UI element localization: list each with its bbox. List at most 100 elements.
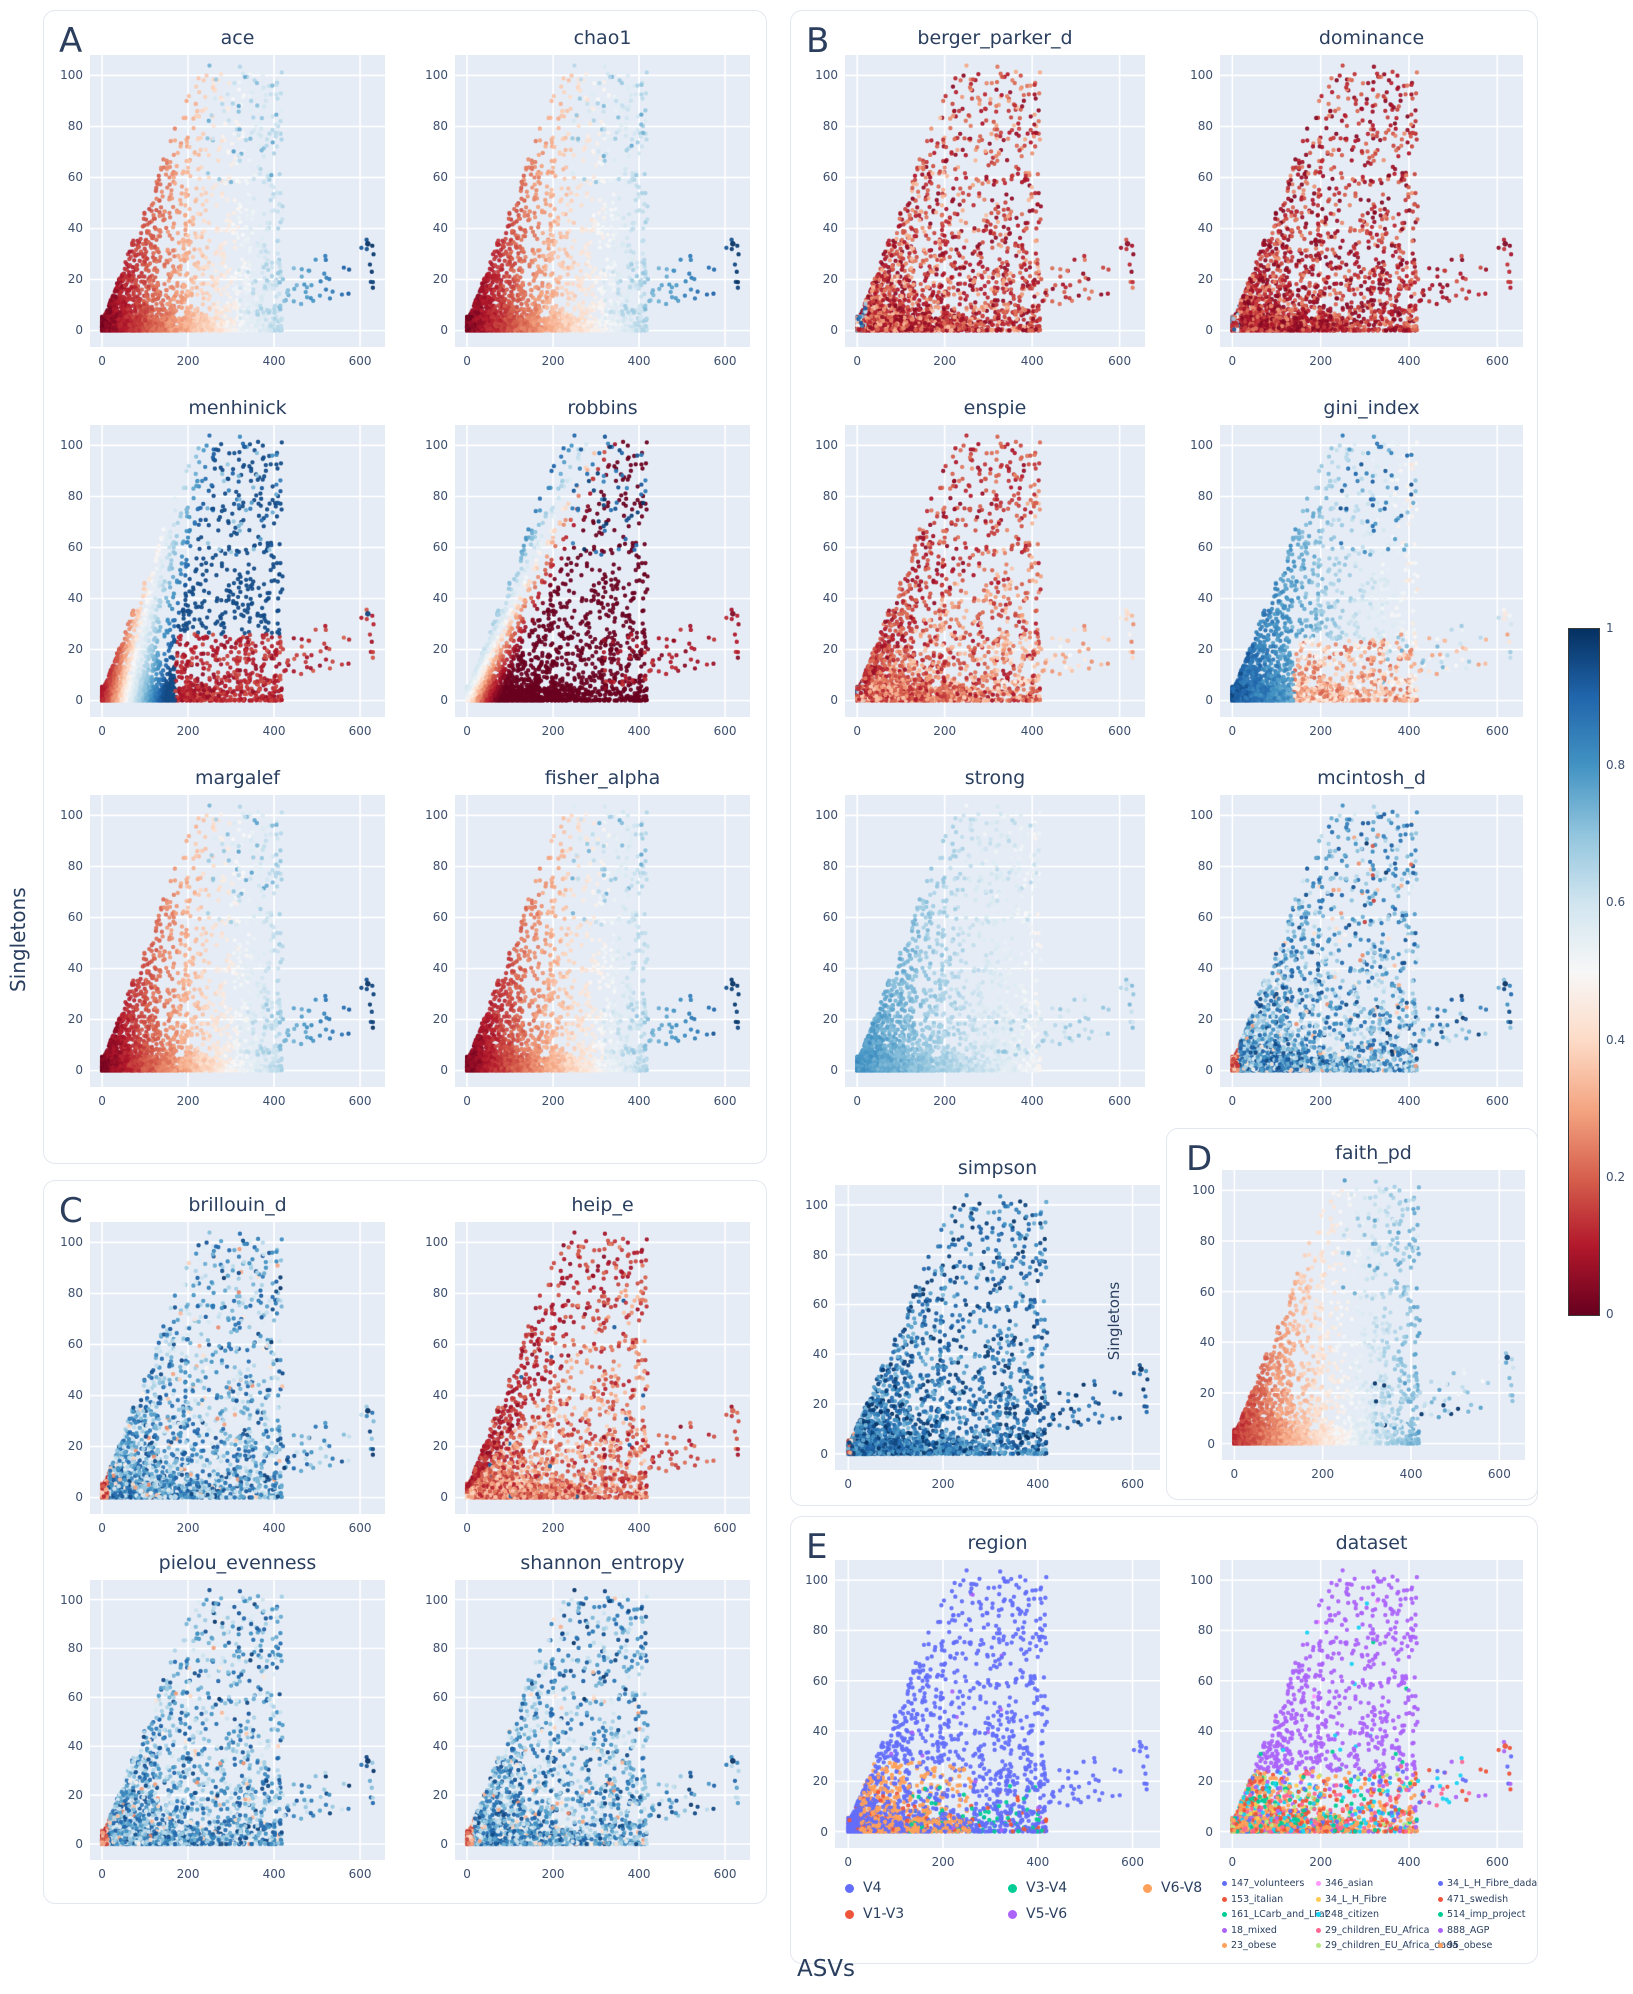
- axis-tick-y: 80: [432, 489, 448, 504]
- scatter-canvas-region: [835, 1560, 1160, 1848]
- axis-tick-y: 60: [432, 540, 448, 555]
- axis-tick-x: 600: [713, 354, 737, 368]
- plot-area-pielou_evenness: [90, 1580, 385, 1860]
- axis-tick-y: 20: [822, 1012, 838, 1027]
- axis-tick-y: 20: [812, 1397, 828, 1412]
- legend-swatch-icon: [1438, 1896, 1443, 1902]
- scatter-canvas-berger_parker_d: [845, 55, 1145, 347]
- legend-label: 34_L_H_Fibre_dada: [1447, 1878, 1538, 1889]
- axis-tick-y: 0: [1205, 1063, 1213, 1078]
- scatter-canvas-simpson: [835, 1185, 1160, 1470]
- axis-tick-y: 60: [812, 1297, 828, 1312]
- axis-tick-y: 40: [1197, 221, 1213, 236]
- axis-tick-x: 200: [1309, 724, 1333, 738]
- axis-tick-x: 400: [627, 1521, 651, 1535]
- axis-tick-x: 400: [262, 1867, 286, 1881]
- axis-tick-x: 600: [1485, 1855, 1509, 1869]
- axis-tick-y: 80: [432, 1641, 448, 1656]
- plot-area-mcintosh_d: [1220, 795, 1523, 1087]
- legend-label: 29_children_EU_Africa_dada: [1325, 1940, 1458, 1951]
- plot-area-heip_e: [455, 1222, 750, 1514]
- axis-tick-y: 40: [822, 591, 838, 606]
- plot-area-margalef: [90, 795, 385, 1087]
- axis-tick-x: 200: [176, 724, 200, 738]
- axis-tick-y: 100: [425, 1235, 448, 1250]
- axis-tick-y: 40: [432, 591, 448, 606]
- panel-letter-B: B: [806, 21, 830, 61]
- scatter-canvas-ace: [90, 55, 385, 347]
- plot-title-simpson: simpson: [957, 1157, 1038, 1179]
- axis-tick-y: 60: [67, 1690, 83, 1705]
- axis-tick-y: 80: [67, 859, 83, 874]
- axis-tick-y: 20: [67, 642, 83, 657]
- axis-tick-x: 0: [1228, 1855, 1237, 1869]
- axis-tick-x: 0: [463, 724, 471, 738]
- scatter-canvas-menhinick: [90, 425, 385, 717]
- axis-tick-x: 600: [348, 354, 372, 368]
- legend-swatch-icon: [1438, 1927, 1443, 1933]
- colorbar-tick-label: 1: [1606, 621, 1614, 635]
- axis-tick-y: 20: [67, 1012, 83, 1027]
- legend-label: 514_imp_project: [1447, 1909, 1526, 1920]
- legend-item-region-V3-V4: V3-V4: [1008, 1880, 1067, 1896]
- axis-tick-y: 40: [812, 1347, 828, 1362]
- legend-swatch-icon: [1316, 1943, 1321, 1948]
- axis-tick-y: 100: [805, 1573, 828, 1588]
- plot-title-chao1: chao1: [573, 27, 632, 49]
- axis-tick-x: 200: [1309, 1855, 1333, 1869]
- colorbar-tick-label: 0.6: [1606, 895, 1626, 910]
- axis-tick-y: 40: [432, 1388, 448, 1403]
- panel-letter-C: C: [59, 1191, 83, 1231]
- plot-area-menhinick: [90, 425, 385, 717]
- axis-tick-y: 60: [1197, 170, 1213, 185]
- axis-tick-y: 60: [812, 1673, 828, 1688]
- axis-tick-x: 600: [713, 1521, 737, 1535]
- axis-tick-y: 80: [1197, 1623, 1213, 1638]
- plot-title-gini_index: gini_index: [1323, 397, 1420, 419]
- axis-tick-y: 0: [830, 1063, 838, 1078]
- colorbar-tick-label: 0.4: [1606, 1032, 1626, 1047]
- legend-label: V3-V4: [1026, 1880, 1068, 1896]
- plot-area-simpson: [835, 1185, 1160, 1470]
- axis-tick-y: 80: [1197, 489, 1213, 504]
- plot-title-brillouin_d: brillouin_d: [188, 1194, 287, 1216]
- plot-title-fisher_alpha: fisher_alpha: [544, 767, 661, 789]
- axis-tick-x: 200: [176, 1867, 200, 1881]
- axis-tick-x: 0: [1230, 1467, 1239, 1481]
- legend-swatch-icon: [1438, 1912, 1443, 1917]
- axis-tick-x: 200: [541, 354, 565, 368]
- axis-tick-x: 200: [931, 1855, 955, 1869]
- scatter-canvas-shannon_entropy: [455, 1580, 750, 1860]
- axis-tick-y: 20: [432, 642, 448, 657]
- legend-item-dataset-248_citizen: 248_citizen: [1316, 1909, 1379, 1920]
- axis-tick-y: 0: [75, 323, 83, 338]
- axis-tick-y: 80: [812, 1247, 828, 1262]
- axis-tick-x: 600: [713, 1867, 737, 1881]
- plot-title-berger_parker_d: berger_parker_d: [917, 27, 1073, 49]
- legend-label: V6-V8: [1161, 1880, 1203, 1896]
- legend-item-region-V6-V8: V6-V8: [1143, 1880, 1202, 1896]
- legend-swatch-icon: [1222, 1896, 1227, 1902]
- axis-tick-y: 20: [67, 1439, 83, 1454]
- axis-tick-x: 0: [853, 724, 862, 738]
- axis-tick-y: 0: [830, 693, 838, 708]
- axis-tick-x: 0: [844, 1855, 853, 1869]
- axis-tick-x: 200: [1311, 1467, 1335, 1481]
- plot-title-dataset: dataset: [1335, 1532, 1408, 1554]
- legend-swatch-icon: [845, 1909, 854, 1919]
- plot-title-enspie: enspie: [963, 397, 1027, 419]
- plot-area-chao1: [455, 55, 750, 347]
- scatter-canvas-fisher_alpha: [455, 795, 750, 1087]
- axis-tick-y: 40: [67, 1388, 83, 1403]
- axis-tick-y: 20: [1197, 642, 1213, 657]
- axis-tick-y: 100: [425, 438, 448, 453]
- legend-item-dataset-161_LCarb_and_LFat: 161_LCarb_and_LFat: [1222, 1909, 1328, 1920]
- plot-area-faith_pd: [1222, 1170, 1525, 1460]
- plot-title-faith_pd: faith_pd: [1335, 1142, 1412, 1164]
- axis-tick-x: 0: [853, 354, 862, 368]
- axis-tick-y: 20: [432, 1439, 448, 1454]
- scatter-canvas-margalef: [90, 795, 385, 1087]
- colorbar-tick-label: 0: [1606, 1307, 1614, 1321]
- legend-swatch-icon: [1222, 1943, 1227, 1948]
- axis-tick-y: 40: [67, 591, 83, 606]
